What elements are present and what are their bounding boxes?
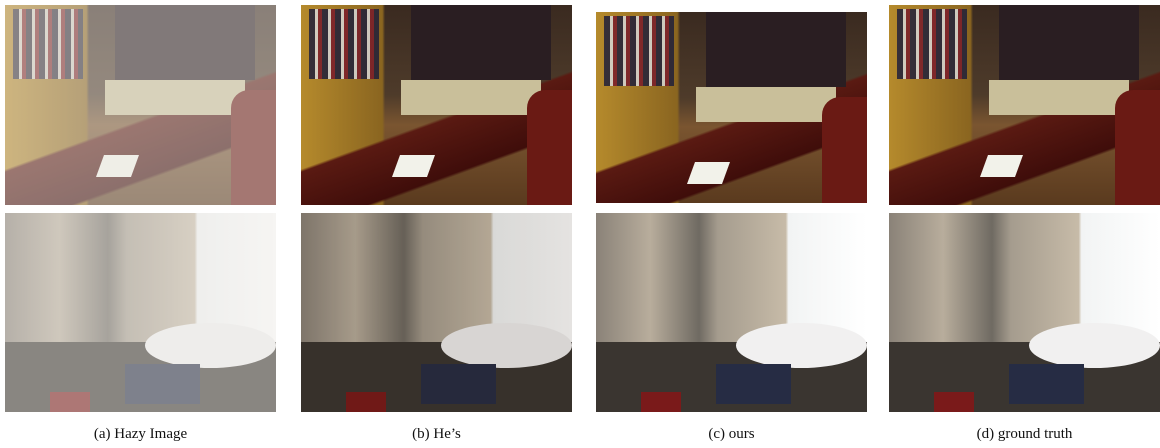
caption: (c) ours: [708, 426, 755, 442]
caption: (a) Hazy Image: [93, 426, 188, 442]
image: [596, 12, 867, 203]
image: [889, 213, 1160, 412]
panel: (d) ground truth: [889, 0, 1160, 448]
image: [301, 5, 572, 205]
image: [301, 213, 572, 412]
panel: (c) ours: [596, 0, 867, 448]
image: [5, 5, 276, 205]
panel: (a) Hazy Image: [5, 0, 276, 448]
caption: (d) ground truth: [976, 426, 1073, 442]
image: [889, 5, 1160, 205]
panel: (b) He’s: [301, 0, 572, 448]
image: [5, 213, 276, 412]
image: [596, 213, 867, 412]
caption: (b) He’s: [412, 426, 461, 442]
